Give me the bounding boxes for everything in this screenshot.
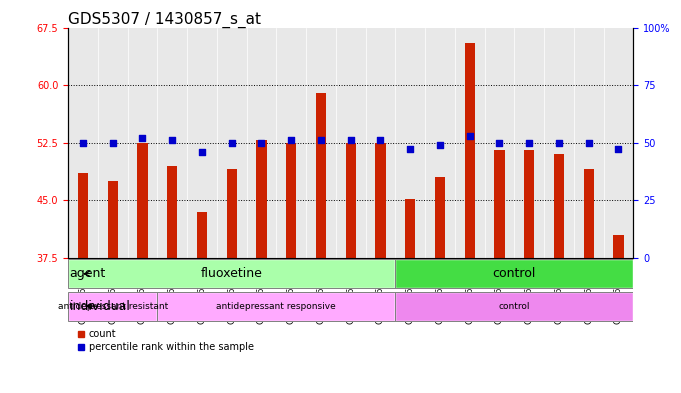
Point [108,140,118,146]
Bar [157,28,187,257]
Text: antidepressant resistant: antidepressant resistant [58,301,168,310]
Bar [455,28,485,257]
FancyBboxPatch shape [396,259,633,288]
Point [197,149,208,155]
Bar [306,28,336,257]
Bar [544,28,574,257]
Bar [574,28,603,257]
Bar [345,143,356,257]
Point [286,137,297,143]
Bar [247,28,276,257]
FancyBboxPatch shape [157,292,396,321]
Point [464,132,475,139]
FancyBboxPatch shape [396,292,633,321]
Bar [524,150,535,257]
FancyBboxPatch shape [68,259,396,288]
Text: agent: agent [69,267,106,280]
Point [613,146,624,152]
Bar [98,28,127,257]
Legend: count, percentile rank within the sample: count, percentile rank within the sample [73,325,257,356]
Bar [464,43,475,257]
Bar [396,28,425,257]
Bar [485,28,514,257]
Point [345,137,356,143]
Bar [197,211,207,257]
Bar [554,154,564,257]
Point [375,137,386,143]
Bar [217,28,247,257]
Bar [286,143,296,257]
Point [554,140,565,146]
Text: control: control [498,301,530,310]
Point [315,137,326,143]
Bar [425,28,455,257]
Bar [167,165,178,257]
Bar [187,28,217,257]
Text: individual: individual [69,299,131,312]
Bar [256,140,267,257]
Bar [276,28,306,257]
FancyBboxPatch shape [68,292,157,321]
Bar [316,93,326,257]
Text: antidepressant responsive: antidepressant responsive [217,301,336,310]
Bar [405,199,415,257]
Bar [614,235,624,257]
Point [494,140,505,146]
Bar [138,143,148,257]
Text: control: control [492,267,536,280]
Point [405,146,415,152]
Point [524,140,535,146]
Bar [584,169,594,257]
Bar [366,28,396,257]
Bar [68,28,98,257]
Point [434,142,445,148]
Bar [434,177,445,257]
Point [167,137,178,143]
Bar [108,181,118,257]
Point [78,140,89,146]
Bar [78,173,88,257]
Bar [336,28,366,257]
Text: fluoxetine: fluoxetine [201,267,263,280]
Point [226,140,237,146]
Point [137,135,148,141]
Bar [227,169,237,257]
Bar [375,143,385,257]
Point [583,140,594,146]
Point [256,140,267,146]
Bar [494,150,505,257]
Bar [514,28,544,257]
Bar [603,28,633,257]
Bar [127,28,157,257]
Text: GDS5307 / 1430857_s_at: GDS5307 / 1430857_s_at [68,11,261,28]
